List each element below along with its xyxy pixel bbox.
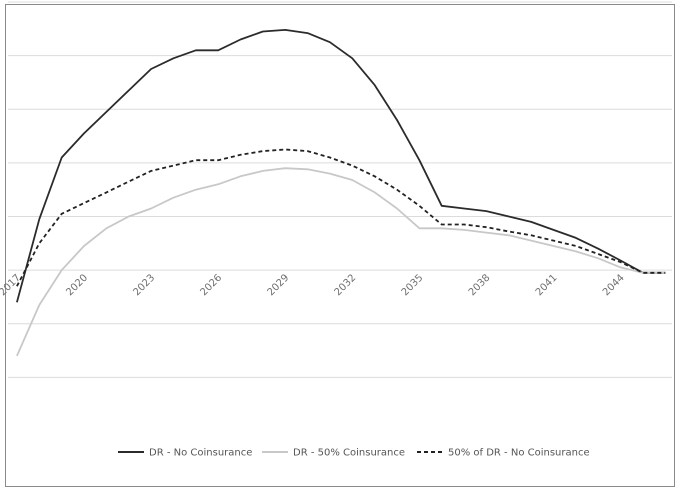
legend: DR - No Coinsurance DR - 50% Coinsurance 5…	[118, 448, 590, 459]
x-tick-label: 2026	[198, 272, 224, 298]
legend-label-3: 50% of DR - No Coinsurance	[448, 448, 590, 459]
x-tick-labels: 2017 2020 2023 2026 2029 2032 2035 2038 2041 2044	[0, 272, 627, 298]
legend-label-1: DR - No Coinsurance	[149, 448, 252, 459]
x-tick-label: 2044	[601, 272, 627, 298]
gridlines	[8, 1, 672, 378]
legend-label-2: DR - 50% Coinsurance	[293, 448, 405, 459]
series-line-2	[16, 167, 666, 357]
x-tick-label: 2020	[64, 272, 90, 298]
chart-frame	[5, 4, 675, 487]
series-lines	[16, 28, 666, 357]
x-tick-label: 2023	[131, 272, 157, 298]
series-line-3	[16, 148, 666, 287]
x-tick-label: 2041	[534, 272, 560, 298]
x-tick-label: 2029	[266, 272, 292, 298]
x-tick-label: 2038	[467, 272, 493, 298]
series-line-1	[16, 28, 666, 303]
x-tick-label: 2035	[400, 272, 426, 298]
x-tick-label: 2032	[333, 272, 359, 298]
